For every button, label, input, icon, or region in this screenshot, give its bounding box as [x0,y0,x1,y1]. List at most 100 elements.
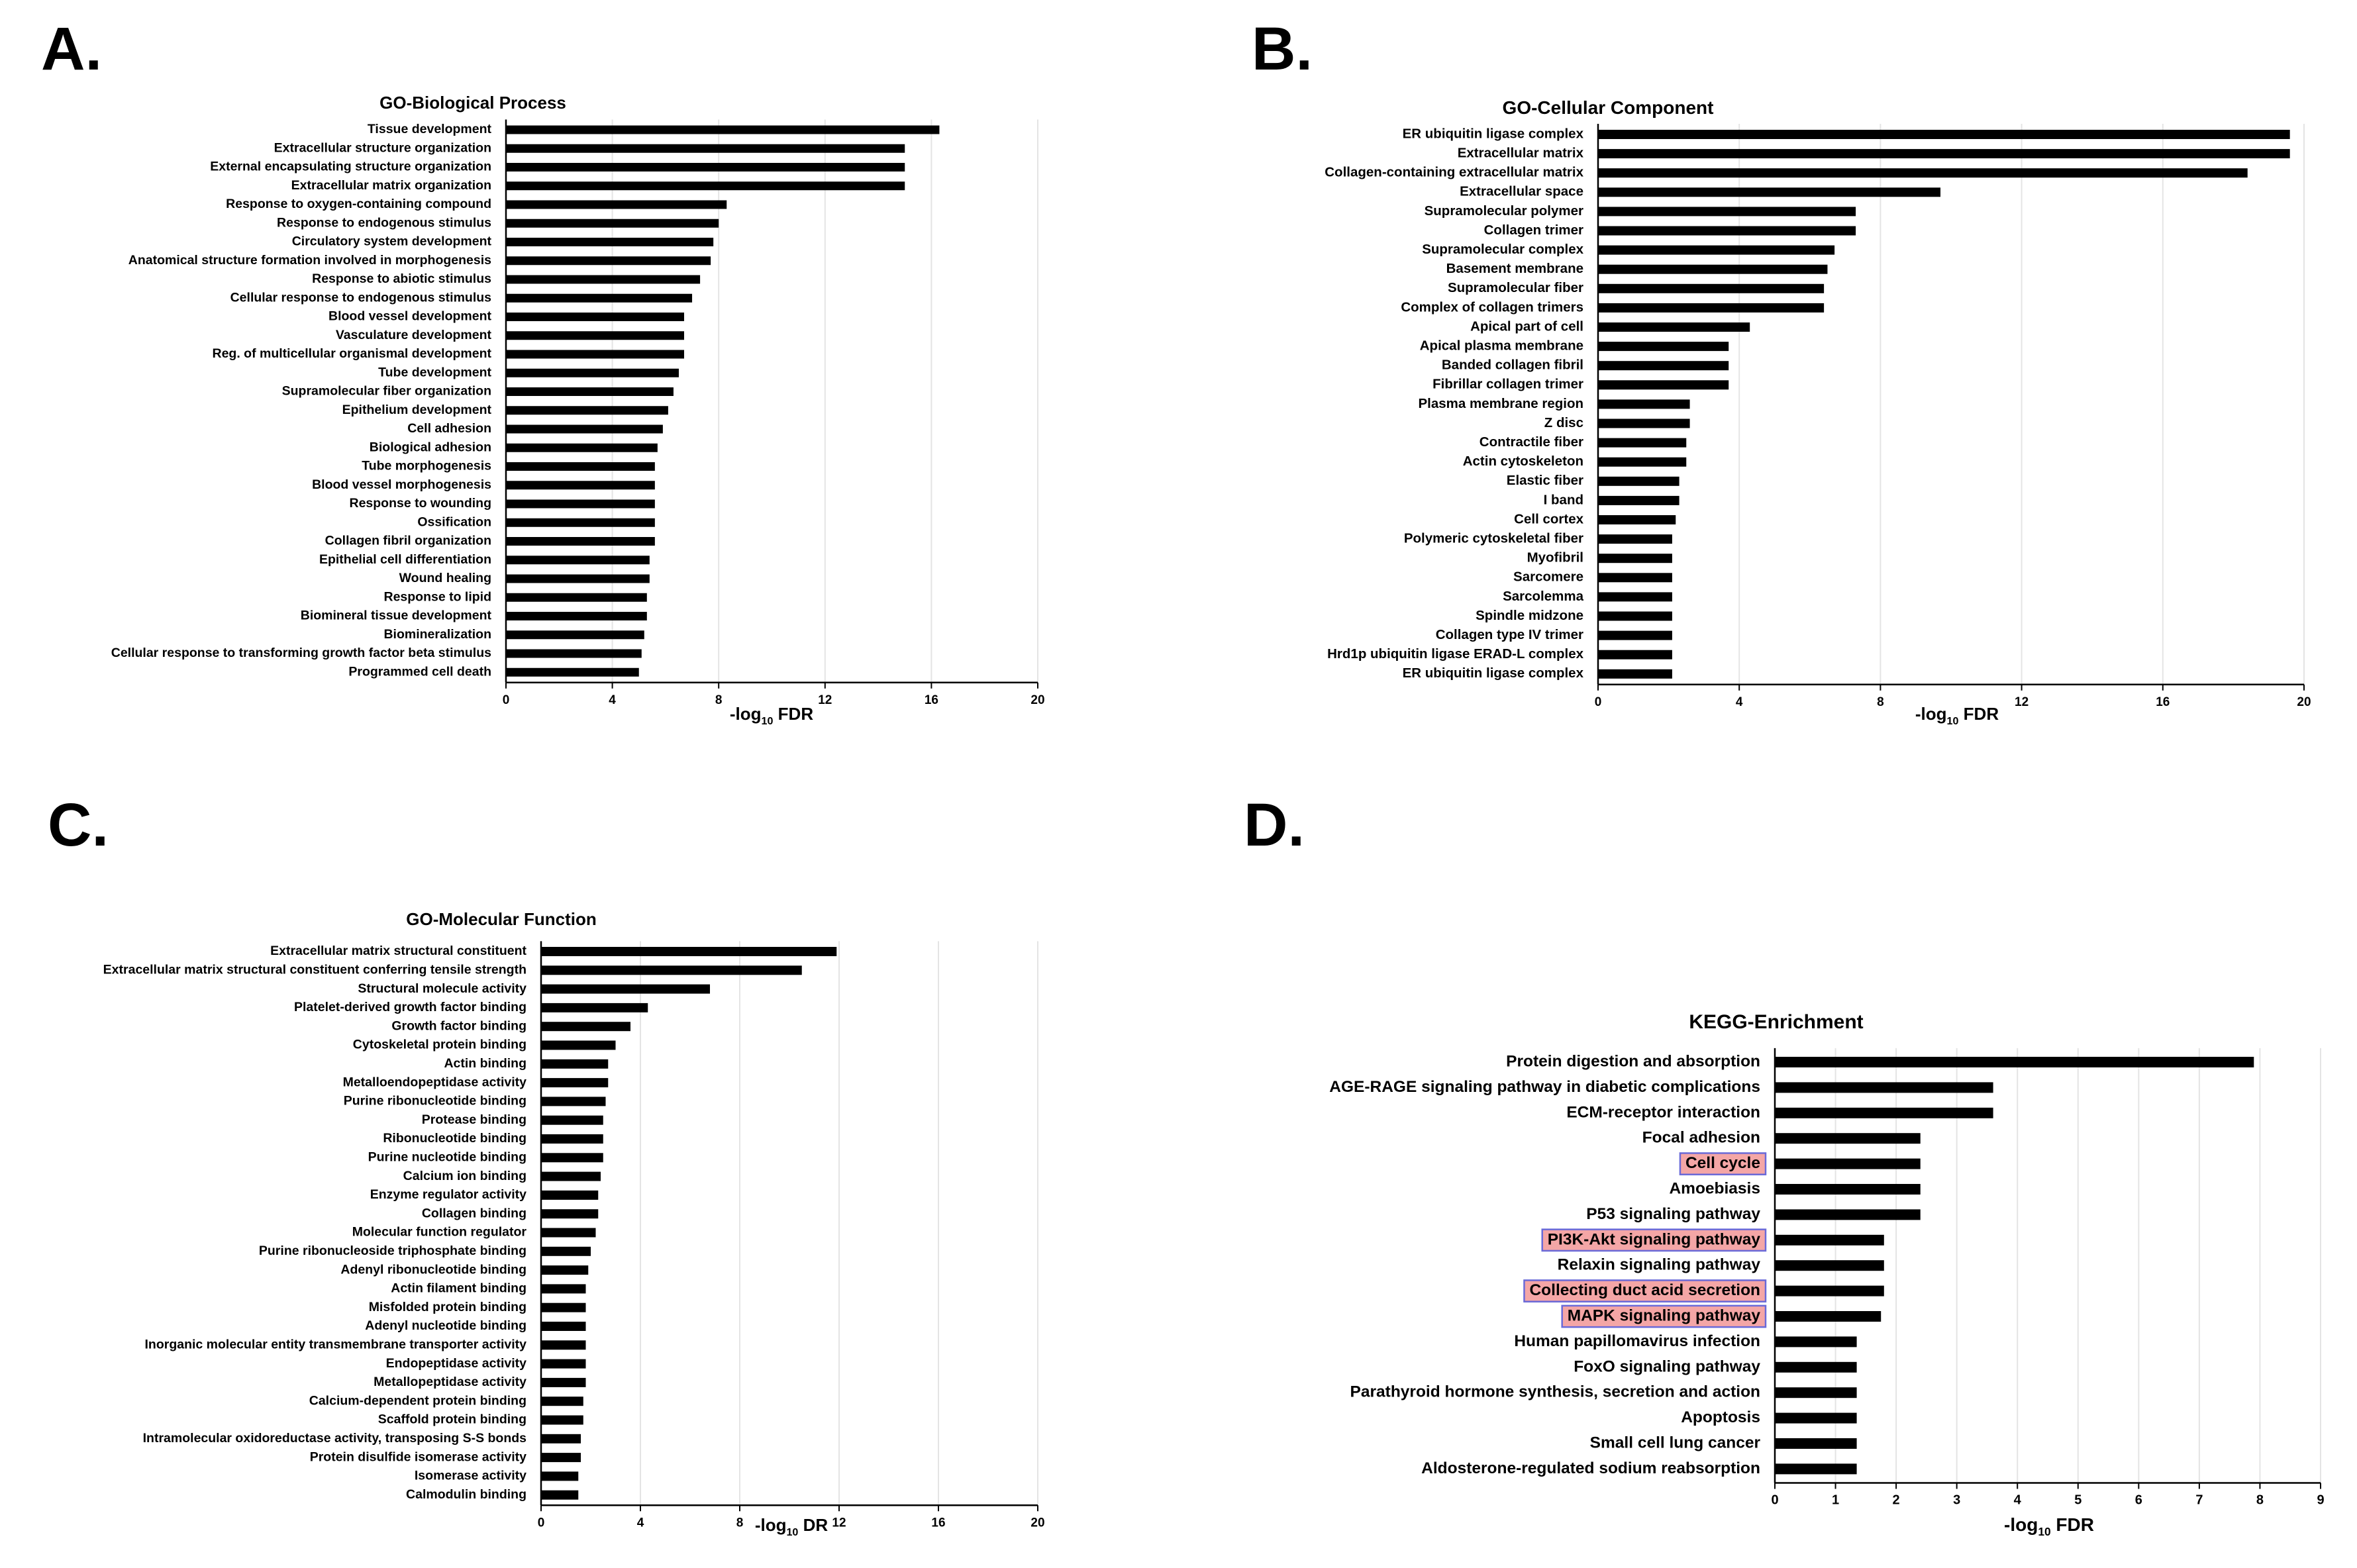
x-tick-label: 0 [538,1516,545,1530]
category-label: Collagen type IV trimer [1436,627,1583,642]
category-label: Apoptosis [1681,1408,1760,1426]
x-tick-label: 20 [2297,695,2311,709]
highlight-box [1523,1279,1767,1302]
category-label: Ossification [417,514,491,529]
x-axis-label-subscript: 10 [2038,1525,2050,1538]
bar [1775,1387,1857,1398]
bar [506,630,644,640]
bar [541,1040,616,1050]
x-axis-label: -log10 DR [755,1515,828,1538]
bar [541,984,710,994]
highlight-box [1679,1152,1767,1175]
panel-letter-d: D. [1244,791,1305,859]
category-label: MAPK signaling pathway [1568,1306,1761,1324]
category-label: Apical plasma membrane [1420,338,1583,354]
category-label: Enzyme regulator activity [370,1187,527,1202]
bar [541,1078,609,1088]
category-label: Tissue development [368,122,492,136]
x-tick-label: 4 [2014,1493,2022,1508]
bar [541,1134,603,1144]
bar [1598,630,1672,640]
bar [506,181,905,191]
category-label: Collagen-containing extracellular matrix [1325,165,1583,180]
bar [541,1097,606,1106]
x-tick-label: 8 [715,693,723,707]
x-axis-label: -log10 FDR [2004,1514,2094,1538]
x-axis-label-prefix: -log [2004,1514,2038,1535]
x-tick-label: 3 [1953,1493,1960,1508]
bar [1598,149,2290,159]
x-tick-label: 8 [1877,695,1884,709]
category-label: Blood vessel morphogenesis [312,477,491,492]
bar [506,649,642,658]
bar [1775,1158,1921,1169]
x-axis-label-prefix: -log [755,1515,787,1535]
category-label: Calcium-dependent protein binding [309,1393,527,1408]
chart-d: KEGG-Enrichment Protein digestion and abs… [1329,1011,2324,1538]
bar [506,144,905,153]
category-label: Biomineral tissue development [301,609,492,623]
category-label: Tube morphogenesis [362,459,491,473]
category-label: ER ubiquitin ligase complex [1403,665,1584,681]
bar [506,556,650,565]
bar [541,1453,581,1463]
bar [1775,1438,1857,1449]
chart-b: GO-Cellular Component ER ubiquitin ligase… [1325,97,2311,727]
bar [541,1115,603,1125]
category-label: Basement membrane [1446,261,1583,276]
bar [541,947,837,956]
bar [1598,650,1672,660]
category-label: ECM-receptor interaction [1566,1103,1760,1121]
x-tick-label: 0 [1595,695,1602,709]
category-label: External encapsulating structure organiz… [210,160,491,174]
bar [1775,1412,1857,1424]
bar [1775,1361,1857,1373]
bar [506,667,639,677]
category-label: ER ubiquitin ligase complex [1403,126,1584,141]
bar [1775,1463,1857,1475]
category-label: Epithelium development [342,403,492,417]
category-label: Parathyroid hormone synthesis, secretion… [1350,1383,1760,1401]
category-label: Tube development [378,365,491,379]
bar [541,1228,596,1238]
bar [1598,361,1729,371]
bar [506,499,655,509]
bar [1598,418,1690,428]
x-tick-label: 20 [1030,693,1044,707]
bar [1775,1336,1857,1348]
x-tick-label: 1 [1832,1493,1839,1508]
category-label: Spindle midzone [1476,608,1583,623]
bar [541,1396,583,1406]
category-label: Response to oxygen-containing compound [226,197,491,211]
bar [506,125,940,134]
x-tick-label: 4 [1736,695,1743,709]
category-label: Cell cortex [1514,511,1583,526]
category-label: PI3K-Akt signaling pathway [1548,1230,1761,1248]
bar [506,443,658,452]
bar [541,1246,591,1256]
category-label: Purine nucleotide binding [368,1150,527,1164]
x-axis-label-suffix: FDR [2051,1514,2094,1535]
bar [541,1284,586,1294]
x-tick-label: 2 [1893,1493,1900,1508]
category-label: Actin filament binding [391,1281,527,1296]
x-axis-label: -log10 FDR [730,704,813,727]
category-label: Contractile fiber [1479,434,1583,450]
bar [1598,457,1687,467]
panel-letter-c: C. [48,791,109,859]
category-label: P53 signaling pathway [1586,1205,1760,1223]
category-label: Endopeptidase activity [386,1356,527,1371]
bar [1598,303,1825,313]
bar [1598,438,1687,448]
x-axis-label-subscript: 10 [762,715,774,727]
category-label: Reg. of multicellular organismal develop… [212,346,491,361]
bar [541,1153,603,1163]
chart-a: GO-Biological Process Tissue development E… [111,93,1045,727]
category-label: Polymeric cytoskeletal fiber [1404,531,1583,546]
bar [1598,207,1856,217]
bar [541,1209,599,1219]
category-label: Misfolded protein binding [369,1300,527,1314]
category-label: Vasculature development [336,328,492,342]
category-label: Protein disulfide isomerase activity [310,1449,527,1464]
